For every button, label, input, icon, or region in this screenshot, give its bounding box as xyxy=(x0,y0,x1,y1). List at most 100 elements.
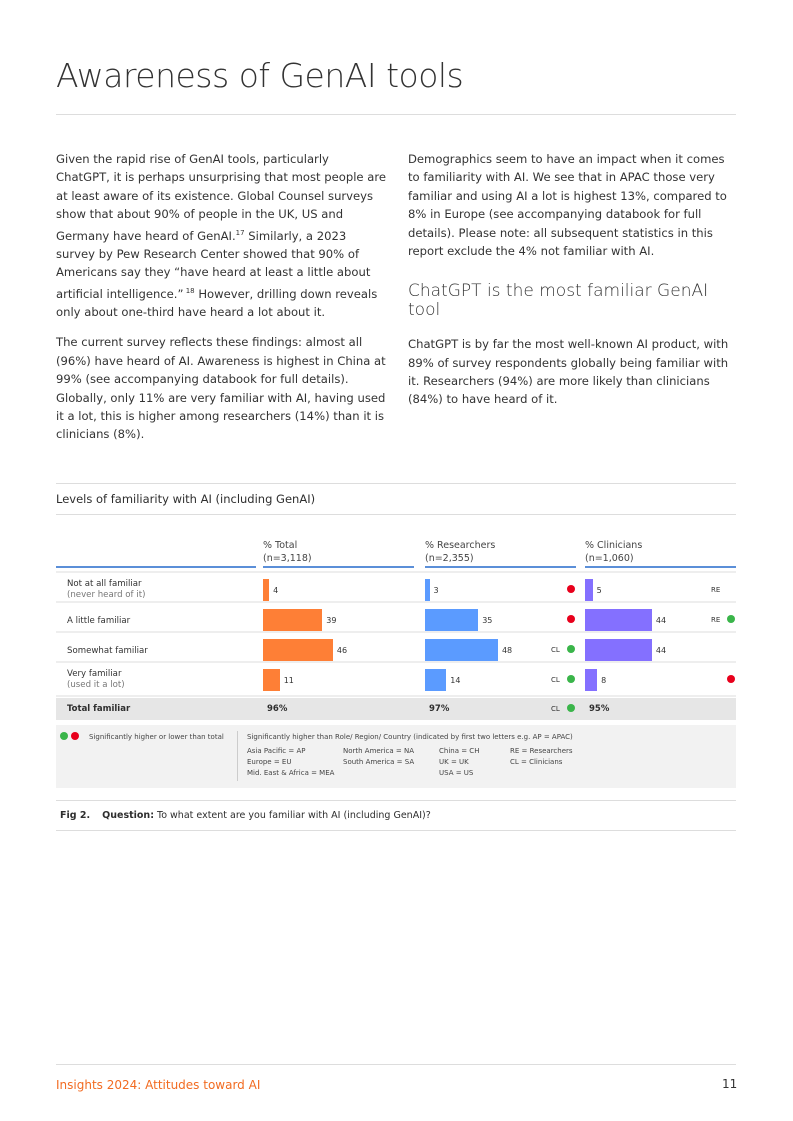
divider xyxy=(56,483,736,484)
legend-code: UK = UK xyxy=(439,758,469,766)
page-number: 11 xyxy=(722,1077,738,1091)
divider xyxy=(56,114,736,115)
sig-code: RE xyxy=(711,616,721,624)
figure-caption: Fig 2. Question: To what extent are you … xyxy=(60,810,431,821)
legend-code: Asia Pacific = AP xyxy=(247,747,306,755)
divider xyxy=(56,830,736,831)
sample-size: (n=1,060) xyxy=(585,553,634,564)
bar xyxy=(425,639,498,661)
red-dot-icon xyxy=(567,615,575,623)
green-dot-icon xyxy=(567,675,575,683)
bar xyxy=(585,579,593,601)
bar xyxy=(425,609,479,631)
left-column: Given the rapid rise of GenAI tools, par… xyxy=(56,150,386,456)
bar xyxy=(263,609,323,631)
header-line xyxy=(56,566,256,568)
legend-code: Europe = EU xyxy=(247,758,292,766)
page-title: Awareness of GenAI tools xyxy=(56,56,464,95)
divider xyxy=(56,1064,736,1065)
total-value: 95% xyxy=(589,704,610,714)
row-label: Not at all familiar (never heard of it) xyxy=(67,579,145,601)
column-header: % Researchers (n=2,355) xyxy=(425,539,495,565)
legend-code: CL = Clinicians xyxy=(510,758,563,766)
bar xyxy=(263,669,280,691)
total-value: 97% xyxy=(429,704,450,714)
category-sublabel: (never heard of it) xyxy=(67,590,146,600)
total-value: 96% xyxy=(267,704,288,714)
total-row: Total familiar 96% 97% CL 95% xyxy=(56,698,736,720)
chart-title: Levels of familiarity with AI (including… xyxy=(56,492,316,506)
green-dot-icon xyxy=(727,615,735,623)
sig-code: RE xyxy=(711,586,721,594)
category-label: Not at all familiar xyxy=(67,579,142,589)
column-header: % Total (n=3,118) xyxy=(263,539,312,565)
header-line xyxy=(425,566,576,568)
bar-value: 4 xyxy=(273,586,279,595)
legend-code: USA = US xyxy=(439,769,474,777)
row-label: Somewhat familiar xyxy=(67,646,148,657)
green-dot-icon xyxy=(60,732,68,740)
right-column: Demographics seem to have an impact when… xyxy=(408,150,738,421)
divider xyxy=(56,514,736,515)
red-dot-icon xyxy=(567,585,575,593)
divider xyxy=(56,800,736,801)
bar xyxy=(585,639,652,661)
sample-size: (n=3,118) xyxy=(263,553,312,564)
series-name: % Total xyxy=(263,540,298,551)
legend-sig-total: Significantly higher or lower than total xyxy=(89,733,224,741)
paragraph: Given the rapid rise of GenAI tools, par… xyxy=(56,152,386,319)
legend-sig-group: Significantly higher than Role/ Region/ … xyxy=(247,733,573,741)
column-header: % Clinicians (n=1,060) xyxy=(585,539,642,565)
row-separator xyxy=(56,695,736,697)
bar-value: 44 xyxy=(655,616,667,625)
legend-code: RE = Researchers xyxy=(510,747,573,755)
green-dot-icon xyxy=(567,645,575,653)
chart-legend: Significantly higher or lower than total… xyxy=(56,725,736,788)
bar-value: 46 xyxy=(336,646,348,655)
legend-divider xyxy=(237,731,238,781)
bar-value: 39 xyxy=(326,616,337,625)
bar xyxy=(425,579,430,601)
bar-value: 8 xyxy=(601,676,607,685)
bar-value: 3 xyxy=(433,586,439,595)
paragraph: ChatGPT is by far the most well-known AI… xyxy=(408,337,729,407)
row-separator xyxy=(56,661,736,663)
legend-code: North America = NA xyxy=(343,747,415,755)
bar-value: 5 xyxy=(596,586,602,595)
bar xyxy=(585,609,652,631)
legend-code: China = CH xyxy=(439,747,480,755)
legend-code: South America = SA xyxy=(343,758,415,766)
row-separator xyxy=(56,571,736,573)
series-name: % Researchers xyxy=(425,540,496,551)
category-label: Somewhat familiar xyxy=(67,646,148,656)
footer-title: Insights 2024: Attitudes toward AI xyxy=(56,1078,261,1092)
row-label: A little familiar xyxy=(67,616,130,627)
sample-size: (n=2,355) xyxy=(425,553,474,564)
red-dot-icon xyxy=(71,732,79,740)
bar xyxy=(425,669,447,691)
bar-value: 11 xyxy=(283,676,294,685)
total-label: Total familiar xyxy=(67,704,131,714)
sig-code: CL xyxy=(551,676,560,684)
header-line xyxy=(263,566,414,568)
legend-code: Mid. East & Africa = MEA xyxy=(247,769,335,777)
section-heading: ChatGPT is the most familiar GenAI tool xyxy=(408,281,709,320)
sig-code: CL xyxy=(551,646,560,654)
bar-value: 35 xyxy=(482,616,493,625)
bar-value: 44 xyxy=(655,646,667,655)
header-line xyxy=(585,566,736,568)
row-separator xyxy=(56,631,736,633)
bar-value: 14 xyxy=(450,676,461,685)
paragraph: Demographics seem to have an impact when… xyxy=(408,152,727,259)
red-dot-icon xyxy=(727,675,735,683)
category-sublabel: (used it a lot) xyxy=(67,680,125,690)
bar xyxy=(585,669,598,691)
bar xyxy=(263,579,270,601)
category-label: A little familiar xyxy=(67,616,131,626)
paragraph: The current survey reflects these findin… xyxy=(56,335,386,442)
bar xyxy=(263,639,333,661)
row-separator xyxy=(56,601,736,603)
series-name: % Clinicians xyxy=(585,540,643,551)
row-label: Very familiar (used it a lot) xyxy=(67,669,125,691)
sig-code: CL xyxy=(551,705,560,713)
